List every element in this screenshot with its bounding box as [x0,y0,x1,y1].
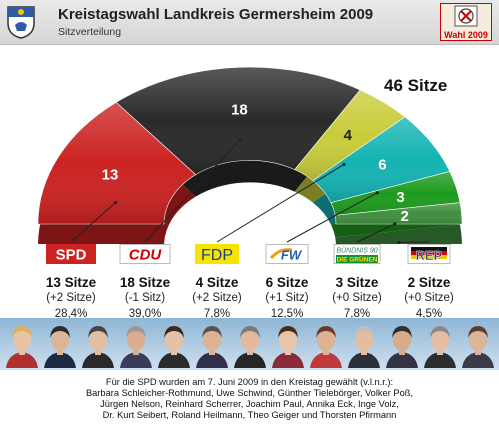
cdu-logo-text: CDU [129,247,163,264]
gruene-percent: 7,8% [343,308,371,320]
segment-gloss-fdp [294,89,405,181]
photo-caption: Für die SPD wurden am 7. Juni 2009 in de… [0,377,499,421]
gruene-logo-top: BÜNDNIS 90 [336,247,377,255]
member-portrait [158,326,190,368]
fdp-percent: 7,8% [203,308,231,320]
member-portrait [462,326,494,368]
segment-gloss-cdu [116,67,361,175]
spd-logo-text: SPD [56,247,87,264]
fdp-logo-icon: FDP [195,244,239,264]
member-portrait [234,326,266,368]
fw-seats: 6 Sitze [265,275,309,290]
header-bar: Kreistagswahl Landkreis Germersheim 2009… [0,0,499,45]
leader-line-spd [70,202,116,243]
caption-line-3: Jürgen Nelson, Reinhard Scherrer, Joachi… [100,399,399,409]
rep-percent: 4,5% [415,308,443,320]
segment-gloss-spd [38,102,196,224]
elected-members-photo [0,318,499,370]
spd-logo-icon: SPD [46,244,96,264]
segment-value-fw: 6 [378,156,386,173]
page-subtitle: Sitzverteilung [58,26,122,38]
member-portrait [424,326,456,368]
gruene-change: (+0 Sitze) [332,292,382,304]
leader-dot-spd [113,201,118,205]
member-portrait [272,326,304,368]
fw-logo-text: FW [281,248,303,263]
leader-line-bndnis [356,223,395,243]
rep-logo-text: REP [416,248,443,263]
cdu-percent: 39,0% [128,308,162,320]
total-seats-label: 46 Sitze [384,76,448,95]
rep-seats: 2 Sitze [407,275,451,290]
leader-line-cdu [144,139,241,243]
leader-dot-fdp [342,162,346,167]
member-portrait [82,326,114,368]
gruene-seats: 3 Sitze [335,275,379,290]
party-gruene: BÜNDNIS 90 DIE GRÜNEN 3 Sitze (+0 Sitze)… [320,244,394,323]
segment-depth-rep [335,224,462,244]
rep-change: (+0 Sitze) [404,292,454,304]
fdp-logo-text: FDP [201,247,233,264]
segment-value-fdp: 4 [344,127,353,144]
party-cdu: CDU 18 Sitze (-1 Sitz) 39,0% [108,244,182,323]
fw-logo-icon: FW [265,244,309,264]
rep-logo-icon: REP [407,244,451,264]
party-fw: FW 6 Sitze (+1 Sitz) 12,5% [250,244,324,323]
member-portrait [348,326,380,368]
segment-value-bndnis: 3 [396,189,404,206]
leader-line-fdp [216,164,345,243]
member-portrait [386,326,418,368]
party-fdp: FDP 4 Sitze (+2 Sitze) 7,8% [180,244,254,323]
member-portrait [120,326,152,368]
caption-line-4: Dr. Kurt Seibert, Roland Heilmann, Theo … [102,410,397,420]
cdu-logo-icon: CDU [119,244,171,264]
cdu-change: (-1 Sitz) [124,292,166,304]
member-portrait [44,326,76,368]
fw-change: (+1 Sitz) [265,292,309,304]
party-rep: REP 2 Sitze (+0 Sitze) 4,5% [392,244,466,323]
gruene-logo-icon: BÜNDNIS 90 DIE GRÜNEN [333,244,381,264]
spd-percent: 28,4% [54,308,88,320]
caption-line-1: Für die SPD wurden am 7. Juni 2009 in de… [105,377,394,387]
segment-value-cdu: 18 [231,102,248,119]
segment-value-rep: 2 [400,208,408,225]
ballot-logo-label: Wahl 2009 [444,30,488,40]
segment-gloss-rep [335,202,462,224]
member-portrait [196,326,228,368]
member-portrait [6,326,38,368]
spd-change: (+2 Sitze) [46,292,96,304]
segment-gloss-fw [312,116,450,203]
member-portrait [310,326,342,368]
spd-seats: 13 Sitze [45,275,97,290]
segment-gloss-bndnis [331,171,461,216]
gruene-logo-bottom: DIE GRÜNEN [337,255,378,264]
party-spd: SPD 13 Sitze (+2 Sitze) 28,4% [34,244,108,323]
caption-line-2: Barbara Schleicher-Rothmund, Uwe Schwind… [85,388,414,398]
leader-dot-fw [375,191,379,195]
fdp-change: (+2 Sitze) [192,292,242,304]
cdu-seats: 18 Sitze [119,275,171,290]
fdp-seats: 4 Sitze [195,275,239,290]
seat-distribution-chart: 13 18 4 63 2 [37,66,463,244]
page-title: Kreistagswahl Landkreis Germersheim 2009 [58,6,374,23]
leader-dot-bndnis [393,222,397,226]
ballot-logo-icon [440,3,492,41]
fw-percent: 12,5% [270,308,304,320]
leader-dot-rep [397,240,401,244]
leader-line-fw [286,192,378,243]
segment-value-spd: 13 [102,167,119,184]
county-crest-icon [7,6,35,39]
leader-dot-cdu [238,138,242,142]
